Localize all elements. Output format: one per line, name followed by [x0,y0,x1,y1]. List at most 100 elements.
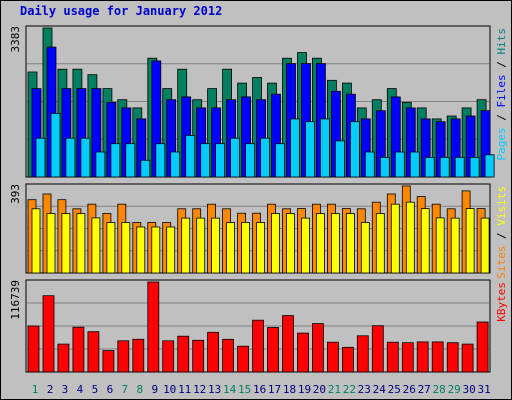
bar-kbytes-kbytes-19 [297,332,309,373]
day-label-4: 4 [77,383,84,396]
day-label-7: 7 [121,383,128,396]
bar-visits-sites-28 [435,217,445,274]
bar-hits-pages-27 [424,156,435,178]
bar-kbytes-kbytes-22 [341,346,354,373]
day-label-5: 5 [92,383,99,396]
bar-visits-sites-22 [345,213,355,274]
bar-kbytes-kbytes-8 [132,338,145,373]
bar-hits-pages-2 [50,113,61,178]
bar-kbytes-kbytes-12 [192,339,205,373]
chart-title: Daily usage for January 2012 [20,4,223,18]
legend-hits: Pages / Files / Hits [495,28,508,161]
day-label-6: 6 [107,383,114,396]
day-label-15: 15 [238,383,251,396]
max-label-visits: 393 [9,184,22,204]
bar-visits-sites-8 [136,226,146,274]
day-label-21: 21 [328,383,341,396]
day-label-12: 12 [193,383,206,396]
legend-label: / [495,108,508,128]
bar-hits-pages-22 [349,121,360,178]
legend-label: / [495,55,508,75]
bar-hits-pages-4 [80,137,91,178]
bar-kbytes-kbytes-18 [282,315,294,373]
bar-kbytes-kbytes-23 [356,335,369,373]
bar-hits-pages-28 [439,156,450,178]
bar-visits-sites-24 [375,213,385,274]
day-label-18: 18 [283,383,296,396]
bar-kbytes-kbytes-28 [431,341,444,373]
bar-hits-pages-14 [230,137,241,178]
legend-label: Files [495,74,508,107]
bar-kbytes-kbytes-31 [476,321,489,373]
bar-visits-sites-9 [151,226,161,274]
legend-label: Sites [495,246,508,279]
bar-visits-sites-30 [465,208,475,274]
bar-hits-pages-9 [155,143,166,178]
bar-hits-pages-23 [364,151,375,178]
day-label-2: 2 [47,383,54,396]
day-label-17: 17 [268,383,281,396]
bar-visits-sites-19 [301,217,310,274]
bar-hits-pages-17 [275,143,285,178]
bar-kbytes-kbytes-1 [27,325,40,373]
bar-kbytes-kbytes-21 [326,341,339,373]
bar-kbytes-kbytes-29 [446,342,459,373]
bar-hits-pages-21 [334,140,345,178]
bar-hits-pages-5 [95,151,106,178]
legend-label: KBytes [495,282,508,322]
bar-hits-pages-13 [215,143,226,178]
bar-visits-sites-11 [181,217,191,274]
bar-visits-sites-13 [211,217,221,274]
day-label-24: 24 [373,383,387,396]
bar-kbytes-kbytes-27 [416,341,429,373]
bar-visits-sites-29 [450,217,460,274]
max-label-kbytes: 116739 [9,280,22,320]
bar-kbytes-kbytes-7 [117,340,130,373]
bar-kbytes-kbytes-3 [57,343,70,373]
bar-visits-sites-15 [241,222,251,274]
day-label-19: 19 [298,383,311,396]
day-label-25: 25 [388,383,401,396]
bar-kbytes-kbytes-6 [102,350,115,373]
bar-visits-sites-18 [286,213,295,274]
bar-hits-pages-15 [245,143,256,178]
bar-hits-pages-31 [484,154,495,178]
day-label-8: 8 [136,383,143,396]
legend-kbytes: KBytes [495,282,508,322]
bar-hits-pages-29 [454,156,465,178]
bar-visits-sites-26 [405,201,415,274]
bar-hits-pages-8 [140,159,151,178]
day-label-29: 29 [448,383,461,396]
bar-kbytes-kbytes-9 [147,281,160,373]
bar-visits-sites-25 [390,203,400,274]
bar-hits-pages-1 [35,137,46,178]
bar-visits-sites-27 [420,208,430,274]
bar-kbytes-kbytes-5 [87,331,100,373]
bar-kbytes-kbytes-17 [267,327,279,373]
bar-visits-sites-3 [61,213,71,274]
bar-kbytes-kbytes-11 [177,335,190,373]
bar-hits-pages-7 [125,143,136,178]
bar-hits-pages-19 [305,121,315,178]
bar-kbytes-kbytes-16 [252,319,265,373]
bar-kbytes-kbytes-20 [311,323,324,373]
bar-visits-sites-12 [196,217,206,274]
bar-hits-pages-6 [110,143,121,178]
legend-label: Hits [495,28,508,55]
bar-hits-pages-12 [200,143,211,178]
day-label-20: 20 [313,383,326,396]
bar-kbytes-kbytes-4 [72,326,85,373]
bar-visits-sites-2 [46,213,56,274]
bar-kbytes-kbytes-2 [42,295,55,373]
day-label-16: 16 [253,383,266,396]
bar-visits-sites-14 [226,222,236,274]
day-label-11: 11 [178,383,191,396]
day-label-13: 13 [208,383,221,396]
bar-visits-sites-17 [271,213,280,274]
bar-kbytes-kbytes-10 [162,340,175,373]
day-label-9: 9 [151,383,158,396]
bar-visits-sites-16 [256,222,266,274]
bar-hits-pages-18 [290,118,300,178]
